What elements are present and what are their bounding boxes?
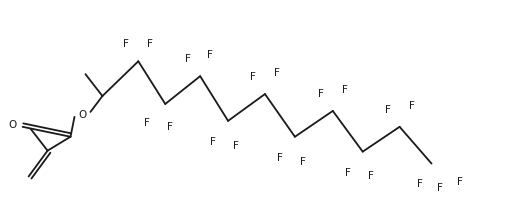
Text: F: F — [368, 171, 374, 181]
Text: O: O — [9, 119, 17, 129]
Text: F: F — [436, 182, 443, 193]
Text: F: F — [144, 117, 150, 127]
Text: F: F — [409, 100, 414, 110]
Text: F: F — [233, 140, 239, 150]
Text: F: F — [210, 136, 216, 146]
Text: F: F — [148, 39, 153, 49]
Text: F: F — [300, 156, 306, 166]
Text: F: F — [185, 54, 191, 64]
Text: F: F — [207, 50, 213, 60]
Text: F: F — [274, 68, 280, 78]
Text: F: F — [417, 179, 423, 188]
Text: F: F — [342, 85, 347, 95]
Text: F: F — [277, 152, 283, 162]
Text: F: F — [250, 72, 256, 82]
Text: F: F — [123, 39, 130, 49]
Text: F: F — [456, 177, 463, 186]
Text: F: F — [167, 121, 173, 131]
Text: F: F — [318, 89, 324, 99]
Text: O: O — [78, 109, 86, 119]
Text: F: F — [384, 104, 391, 114]
Text: F: F — [345, 167, 351, 177]
